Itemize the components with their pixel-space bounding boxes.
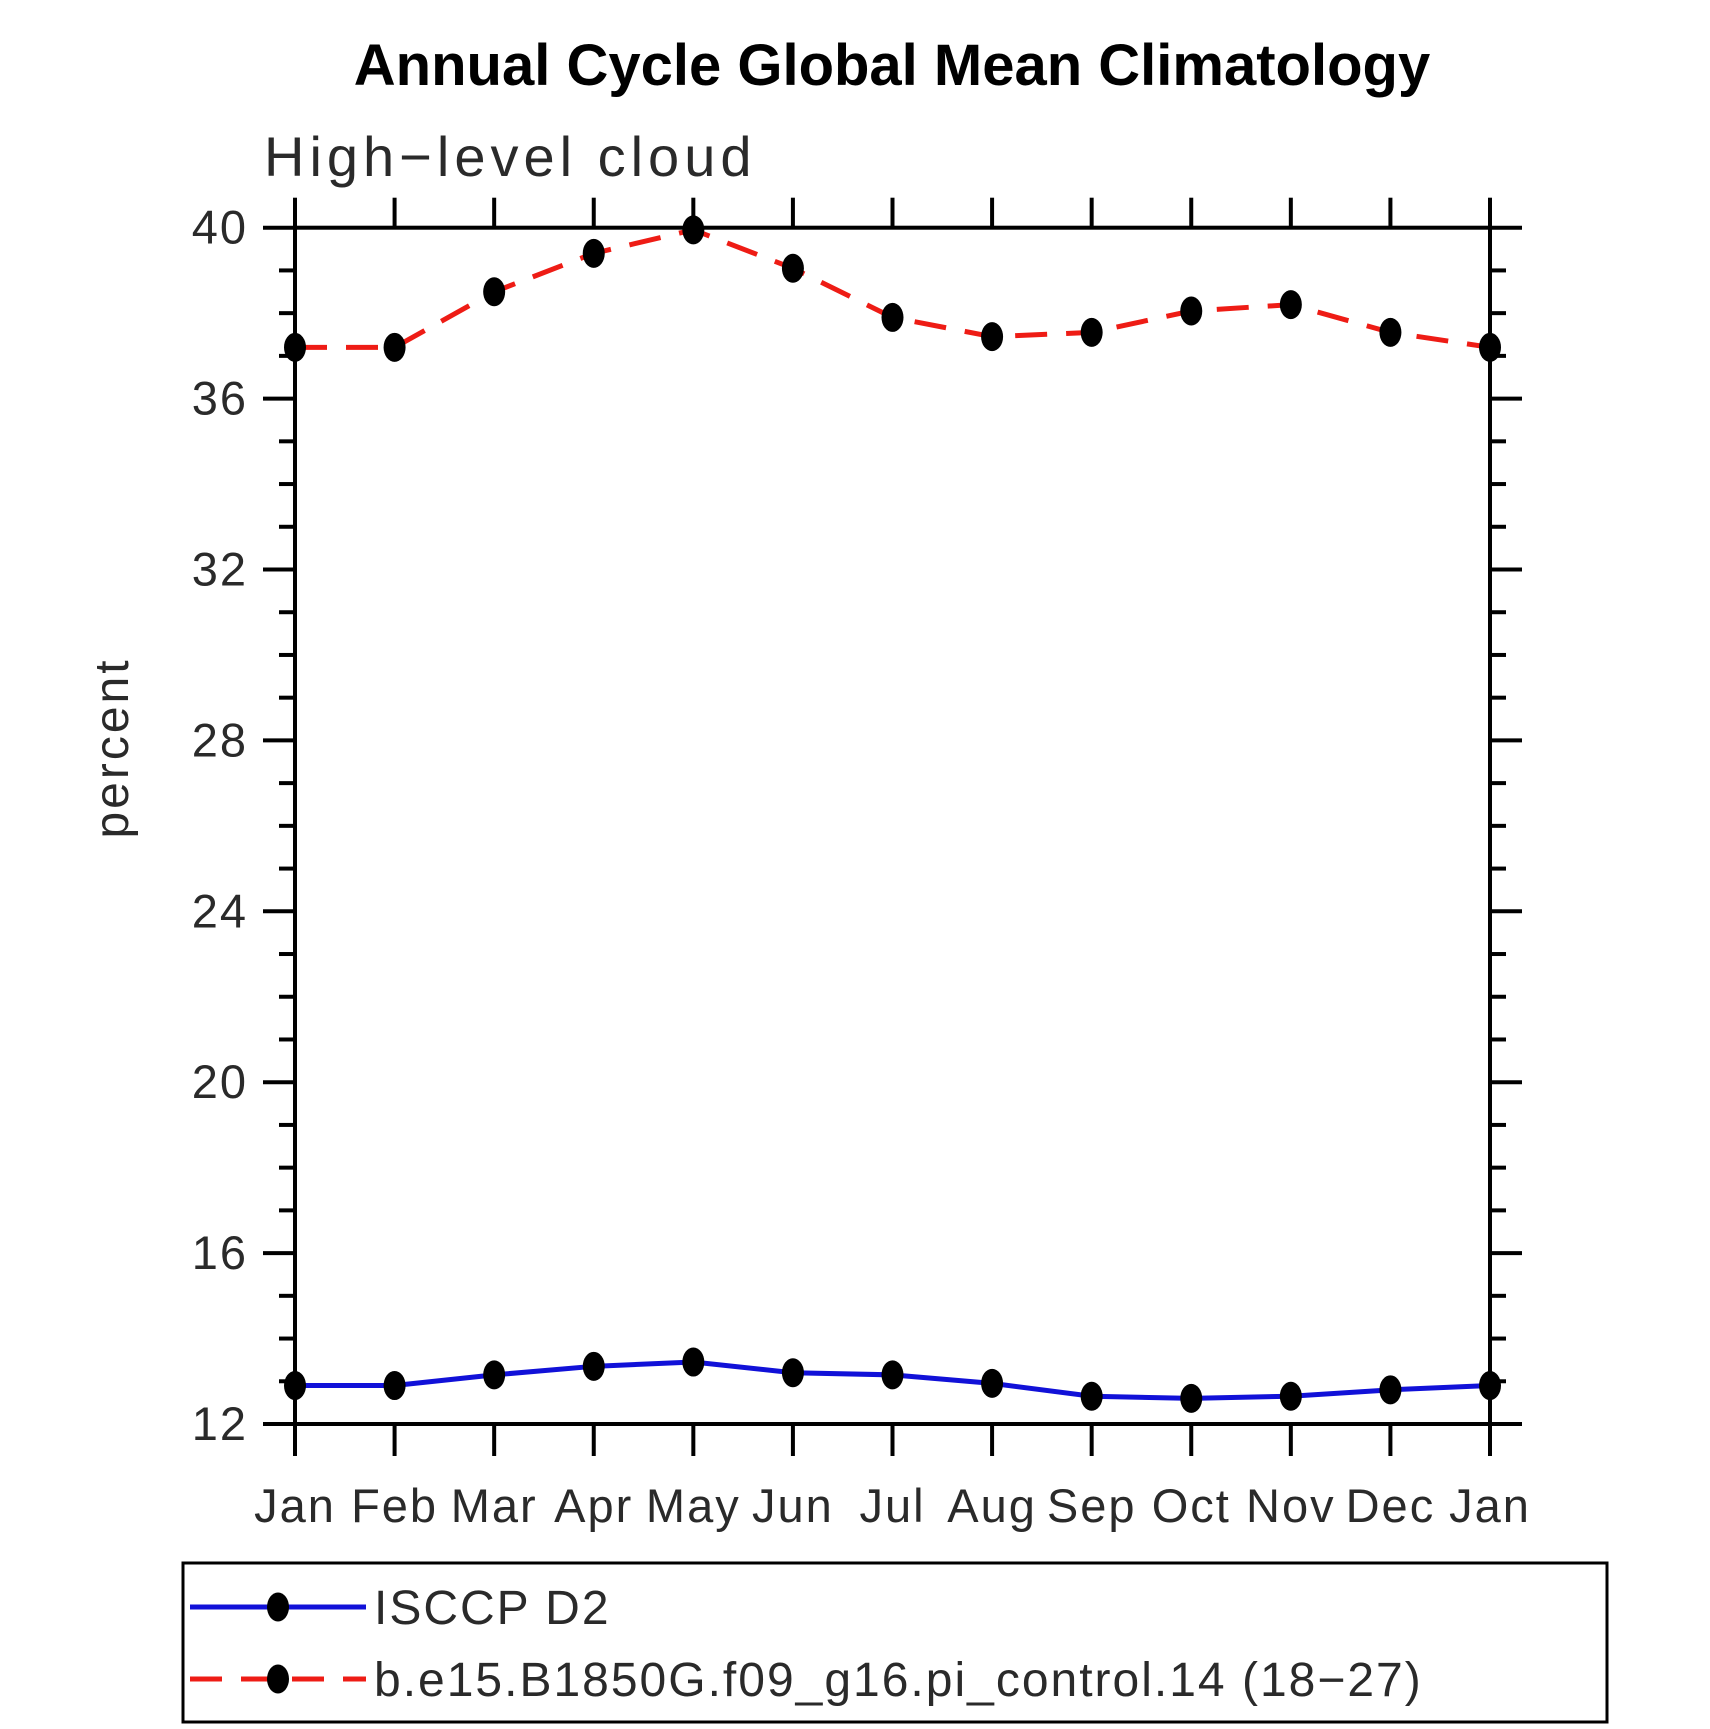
legend-sample-marker: [267, 1592, 289, 1622]
x-tick-label: Mar: [451, 1479, 538, 1532]
chart-subtitle: High−level cloud: [264, 125, 756, 188]
legend-label-model: b.e15.B1850G.f09_g16.pi_control.14 (18−2…: [374, 1654, 1423, 1707]
isccp-marker: [1080, 1381, 1103, 1411]
isccp-marker: [881, 1360, 904, 1390]
x-tick-label: Aug: [947, 1479, 1037, 1532]
x-tick-label: May: [646, 1479, 741, 1532]
y-tick-label: 32: [192, 543, 248, 596]
model-marker: [881, 302, 904, 332]
y-axis-tick-labels: 12 16 20 24 28 32 36 40: [192, 201, 248, 1450]
x-tick-label: Jan: [1449, 1479, 1531, 1532]
legend-sample-marker: [267, 1664, 289, 1694]
x-tick-label: Dec: [1346, 1479, 1436, 1532]
x-axis-tick-labels: Jan Feb Mar Apr May Jun Jul Aug Sep Oct Nov Dec Jan: [254, 1479, 1531, 1532]
plot-frame-border: [293, 225, 1492, 1427]
model-marker: [682, 215, 705, 245]
model-marker: [1279, 290, 1302, 320]
y-axis-title: percent: [86, 657, 139, 838]
y-tick-label: 28: [192, 713, 248, 766]
model-marker: [1379, 317, 1402, 347]
model-marker: [284, 332, 306, 362]
data-series: [284, 215, 1501, 1413]
y-tick-label: 40: [192, 201, 248, 254]
model-marker: [1479, 332, 1501, 362]
y-tick-label: 20: [192, 1055, 248, 1108]
isccp-marker: [284, 1371, 306, 1401]
isccp-marker: [682, 1347, 705, 1377]
model-marker: [781, 253, 804, 283]
model-marker: [582, 238, 605, 268]
y-tick-label: 24: [192, 884, 248, 937]
model-marker: [1180, 296, 1203, 326]
isccp-marker: [781, 1358, 804, 1388]
y-tick-label: 36: [192, 372, 248, 425]
isccp-marker: [582, 1351, 605, 1381]
y-tick-label: 12: [192, 1397, 248, 1450]
chart-title: Annual Cycle Global Mean Climatology: [354, 33, 1430, 98]
isccp-marker: [1279, 1381, 1302, 1411]
x-tick-label: Jan: [254, 1479, 336, 1532]
isccp-marker: [981, 1368, 1004, 1398]
plot-axes: [263, 197, 1522, 1456]
x-tick-label: Jul: [859, 1479, 925, 1532]
model-marker: [981, 322, 1004, 352]
legend-label-isccp: ISCCP D2: [374, 1582, 611, 1635]
model-marker: [1080, 317, 1103, 347]
model-marker: [383, 332, 406, 362]
isccp-marker: [1479, 1371, 1501, 1401]
isccp-marker: [1379, 1375, 1402, 1405]
x-tick-label: Jun: [752, 1479, 834, 1532]
legend-line-samples: [190, 1592, 366, 1694]
x-tick-label: Sep: [1047, 1479, 1137, 1532]
legend-border: [181, 1561, 1609, 1724]
x-tick-label: Nov: [1246, 1479, 1336, 1532]
isccp-marker: [383, 1371, 406, 1401]
x-tick-label: Feb: [351, 1479, 438, 1532]
y-tick-label: 16: [192, 1226, 248, 1279]
x-tick-label: Apr: [554, 1479, 633, 1532]
isccp-marker: [483, 1360, 506, 1390]
legend-box: ISCCP D2 b.e15.B1850G.f09_g16.pi_control…: [181, 1561, 1609, 1724]
x-tick-label: Oct: [1152, 1479, 1231, 1532]
isccp-marker: [1180, 1383, 1203, 1413]
model-marker: [483, 277, 506, 307]
